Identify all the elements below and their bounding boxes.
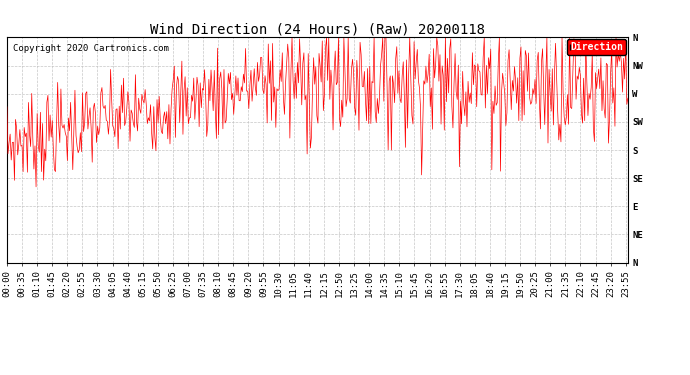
Title: Wind Direction (24 Hours) (Raw) 20200118: Wind Direction (24 Hours) (Raw) 20200118: [150, 22, 485, 36]
Legend: Direction: Direction: [567, 39, 626, 55]
Text: Copyright 2020 Cartronics.com: Copyright 2020 Cartronics.com: [13, 44, 169, 53]
